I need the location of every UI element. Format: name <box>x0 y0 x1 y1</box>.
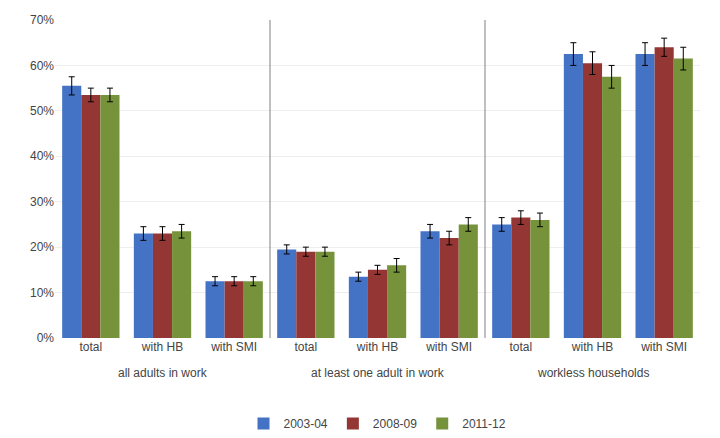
svg-text:20%: 20% <box>30 240 54 254</box>
svg-text:all adults in work: all adults in work <box>118 366 208 380</box>
svg-text:with HB: with HB <box>571 340 613 354</box>
svg-text:total: total <box>79 340 102 354</box>
svg-text:with HB: with HB <box>356 340 398 354</box>
svg-text:with HB: with HB <box>141 340 183 354</box>
svg-text:40%: 40% <box>30 149 54 163</box>
svg-text:70%: 70% <box>30 13 54 27</box>
svg-text:at least one adult in work: at least one adult in work <box>311 366 445 380</box>
svg-text:2011-12: 2011-12 <box>462 417 505 431</box>
svg-text:0%: 0% <box>37 331 55 345</box>
svg-text:10%: 10% <box>30 286 54 300</box>
svg-text:workless households: workless households <box>537 366 649 380</box>
svg-text:50%: 50% <box>30 104 54 118</box>
svg-text:total: total <box>509 340 532 354</box>
svg-text:with SMI: with SMI <box>425 340 472 354</box>
svg-text:60%: 60% <box>30 59 54 73</box>
svg-text:30%: 30% <box>30 195 54 209</box>
svg-text:with SMI: with SMI <box>210 340 257 354</box>
svg-text:total: total <box>294 340 317 354</box>
svg-text:with SMI: with SMI <box>640 340 687 354</box>
svg-text:2008-09: 2008-09 <box>373 417 417 431</box>
svg-text:2003-04: 2003-04 <box>284 417 328 431</box>
